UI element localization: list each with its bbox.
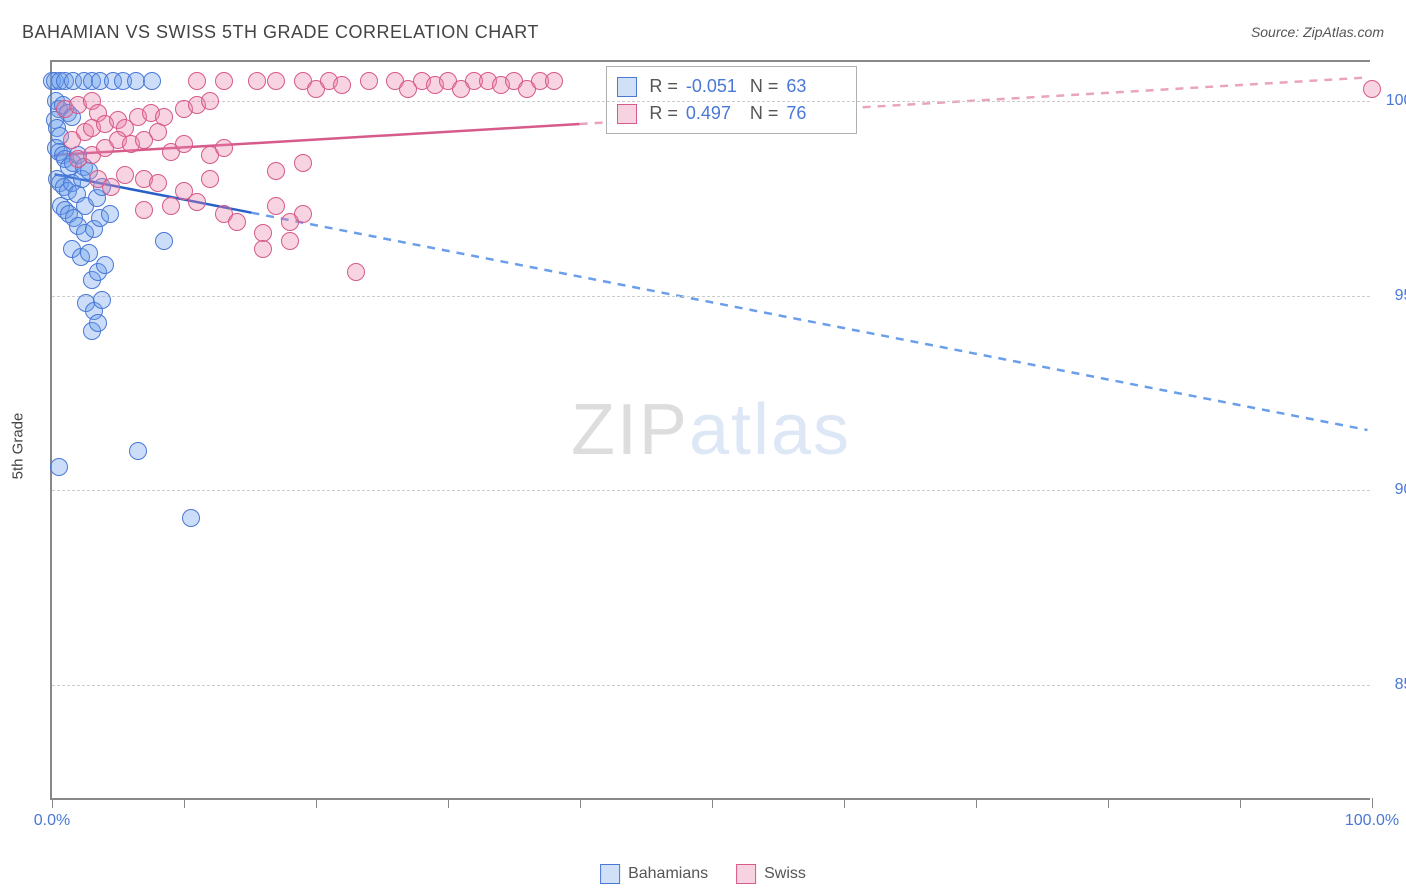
data-point <box>267 197 285 215</box>
data-point <box>175 135 193 153</box>
watermark: ZIPatlas <box>571 389 851 471</box>
data-point <box>201 92 219 110</box>
legend-swatch <box>600 864 620 884</box>
source-value: ZipAtlas.com <box>1303 24 1384 40</box>
data-point <box>333 76 351 94</box>
data-point <box>281 232 299 250</box>
data-point <box>188 72 206 90</box>
gridline <box>52 296 1370 297</box>
x-tick <box>1240 798 1241 808</box>
data-point <box>93 291 111 309</box>
stats-n-value: 76 <box>786 100 842 127</box>
data-point <box>149 123 167 141</box>
source-label: Source: <box>1251 24 1299 40</box>
stats-n-label: N = <box>750 100 779 127</box>
stats-row: R = -0.051 N = 63 <box>617 73 842 100</box>
stats-n-label: N = <box>750 73 779 100</box>
series-legend: Bahamians Swiss <box>600 864 806 884</box>
x-tick-label: 100.0% <box>1345 812 1399 830</box>
legend-swatch <box>736 864 756 884</box>
x-tick <box>580 798 581 808</box>
y-tick-label: 95.0% <box>1380 287 1406 305</box>
y-tick-label: 85.0% <box>1380 676 1406 694</box>
data-point <box>50 458 68 476</box>
y-tick-label: 90.0% <box>1380 481 1406 499</box>
stats-n-value: 63 <box>786 73 842 100</box>
data-point <box>135 201 153 219</box>
data-point <box>96 256 114 274</box>
legend-item: Bahamians <box>600 864 708 884</box>
x-tick <box>448 798 449 808</box>
x-tick <box>1108 798 1109 808</box>
gridline <box>52 490 1370 491</box>
data-point <box>155 232 173 250</box>
stats-r-label: R = <box>649 73 678 100</box>
data-point <box>294 154 312 172</box>
stats-r-value: -0.051 <box>686 73 742 100</box>
y-tick-label: 100.0% <box>1380 92 1406 110</box>
data-point <box>1363 80 1381 98</box>
source-attribution: Source: ZipAtlas.com <box>1251 24 1384 40</box>
watermark-part-b: atlas <box>689 390 851 470</box>
data-point <box>149 174 167 192</box>
gridline <box>52 101 1370 102</box>
x-tick <box>976 798 977 808</box>
data-point <box>201 170 219 188</box>
x-tick <box>844 798 845 808</box>
data-point <box>101 205 119 223</box>
legend-label: Bahamians <box>628 865 708 883</box>
plot-area: ZIPatlas R =-0.051N =63R =0.497N =76 85.… <box>50 60 1370 800</box>
x-tick <box>52 798 53 808</box>
data-point <box>143 72 161 90</box>
y-axis-label: 5th Grade <box>10 413 27 480</box>
data-point <box>248 72 266 90</box>
data-point <box>294 205 312 223</box>
x-tick <box>316 798 317 808</box>
data-point <box>89 314 107 332</box>
stats-row: R = 0.497 N = 76 <box>617 100 842 127</box>
x-tick-label: 0.0% <box>34 812 70 830</box>
data-point <box>267 162 285 180</box>
chart-container: BAHAMIAN VS SWISS 5TH GRADE CORRELATION … <box>0 0 1406 892</box>
data-point <box>162 197 180 215</box>
x-tick <box>184 798 185 808</box>
legend-swatch <box>617 104 637 124</box>
data-point <box>129 442 147 460</box>
trend-line <box>251 213 1367 430</box>
data-point <box>545 72 563 90</box>
data-point <box>360 72 378 90</box>
data-point <box>215 72 233 90</box>
x-tick <box>712 798 713 808</box>
watermark-part-a: ZIP <box>571 390 689 470</box>
stats-r-value: 0.497 <box>686 100 742 127</box>
data-point <box>254 240 272 258</box>
trend-lines-layer <box>52 62 1370 798</box>
data-point <box>228 213 246 231</box>
data-point <box>80 244 98 262</box>
legend-swatch <box>617 77 637 97</box>
data-point <box>188 193 206 211</box>
x-tick <box>1372 798 1373 808</box>
data-point <box>215 139 233 157</box>
data-point <box>116 166 134 184</box>
data-point <box>267 72 285 90</box>
legend-item: Swiss <box>736 864 806 884</box>
data-point <box>182 509 200 527</box>
data-point <box>347 263 365 281</box>
legend-label: Swiss <box>764 865 806 883</box>
stats-r-label: R = <box>649 100 678 127</box>
gridline <box>52 685 1370 686</box>
chart-title: BAHAMIAN VS SWISS 5TH GRADE CORRELATION … <box>22 22 539 43</box>
